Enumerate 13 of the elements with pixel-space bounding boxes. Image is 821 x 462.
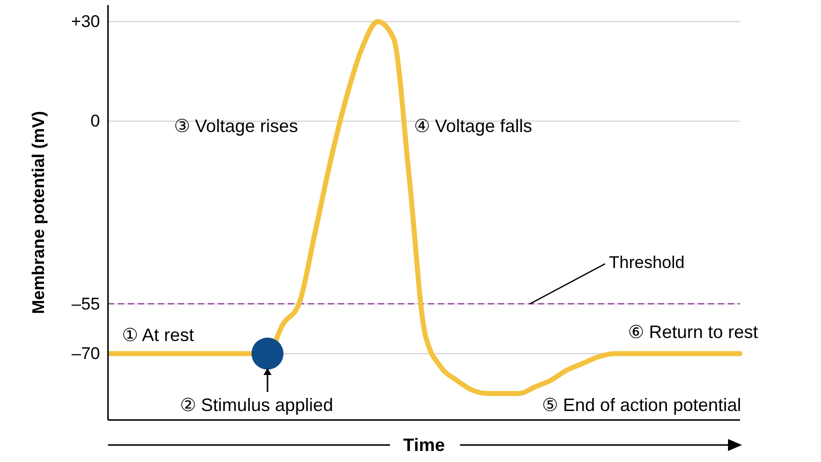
y-tick-label: –70 [72, 344, 100, 364]
ref-line-label: Threshold [609, 252, 685, 272]
y-tick-label: –55 [72, 294, 100, 314]
annotation: ④ Voltage falls [414, 116, 532, 136]
annotation: ⑤ End of action potential [542, 395, 742, 415]
x-axis-title: Time [403, 435, 445, 455]
y-tick-label: 0 [90, 112, 100, 131]
annotation: ⑥ Return to rest [628, 322, 758, 342]
y-axis-title: Membrane potential (mV) [29, 110, 48, 314]
annotation: ② Stimulus applied [180, 395, 334, 415]
annotation: ③ Voltage rises [174, 116, 298, 136]
y-tick-label: +30 [71, 12, 100, 32]
annotation: ① At rest [122, 325, 194, 345]
